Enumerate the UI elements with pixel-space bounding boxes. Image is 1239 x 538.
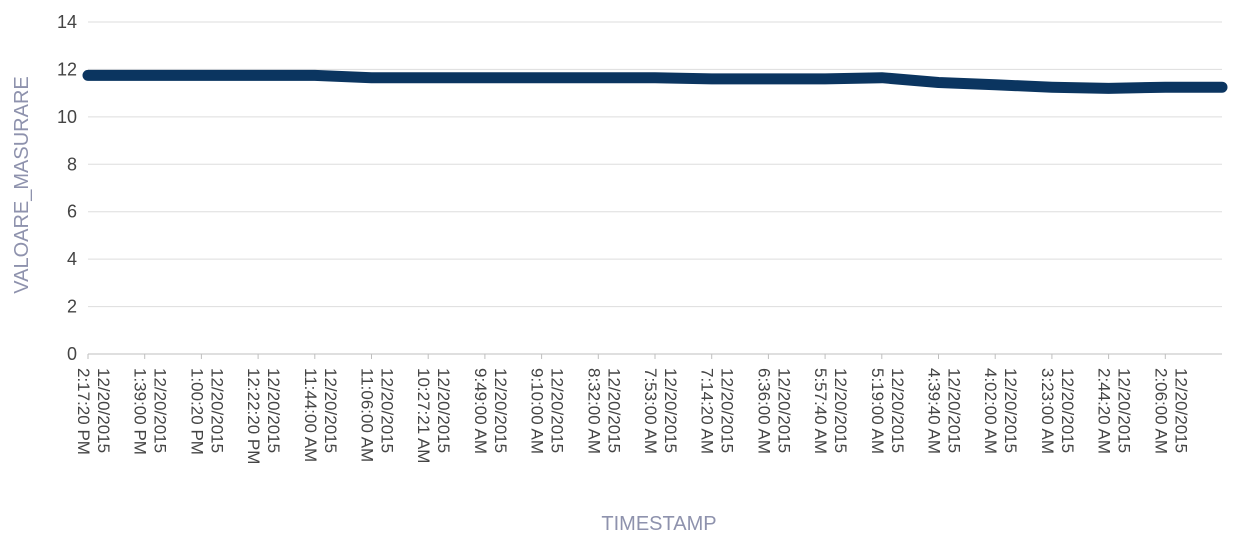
x-tick-label: 12/20/201510:27:21 AM (414, 368, 453, 463)
y-tick-label: 14 (57, 12, 77, 32)
y-tick-label: 10 (57, 107, 77, 127)
x-tick-label: 12/20/20156:36:00 AM (754, 368, 793, 454)
x-tick-label: 12/20/20155:57:40 AM (811, 368, 850, 454)
x-axis-title: TIMESTAMP (601, 513, 716, 535)
series-line (82, 69, 1228, 94)
x-tick-label: 12/20/20152:17:20 PM (74, 368, 113, 455)
x-tick-label: 12/20/20151:39:00 PM (131, 368, 170, 455)
x-tick-label: 12/20/20153:23:00 AM (1038, 368, 1077, 454)
x-tick-label: 12/20/20152:44:20 AM (1095, 368, 1134, 454)
x-tick-label: 12/20/201511:44:00 AM (301, 368, 340, 462)
x-axis-ticks: 12/20/20152:17:20 PM 12/20/20151:39:00 PM… (74, 354, 1190, 464)
x-tick-label: 12/20/20159:10:00 AM (528, 368, 567, 454)
y-tick-label: 0 (67, 344, 77, 364)
y-tick-label: 4 (67, 249, 77, 269)
x-tick-label: 12/20/20159:49:00 AM (471, 368, 510, 454)
x-tick-label: 12/20/20158:32:00 AM (584, 368, 623, 454)
x-tick-label: 12/20/20152:06:00 AM (1151, 368, 1190, 454)
x-tick-label: 12/20/20151:00:20 PM (187, 368, 226, 455)
x-tick-label: 12/20/20154:39:40 AM (925, 368, 964, 454)
x-tick-label: 12/20/201512:22:20 PM (244, 368, 283, 464)
x-tick-label: 12/20/201511:06:00 AM (358, 368, 397, 462)
x-tick-label: 12/20/20157:14:20 AM (698, 368, 737, 454)
y-tick-label: 2 (67, 297, 77, 317)
y-tick-label: 6 (67, 202, 77, 222)
y-tick-label: 8 (67, 154, 77, 174)
y-tick-label: 12 (57, 59, 77, 79)
gridlines (88, 21, 1222, 308)
x-tick-label: 12/20/20157:53:00 AM (641, 368, 680, 454)
y-axis-ticks: 0 2 4 6 8 10 12 14 (57, 12, 77, 364)
x-tick-label: 12/20/20155:19:00 AM (868, 368, 907, 454)
y-axis-title: VALOARE_MASURARE (11, 76, 33, 293)
x-tick-label: 12/20/20154:02:00 AM (981, 368, 1020, 454)
